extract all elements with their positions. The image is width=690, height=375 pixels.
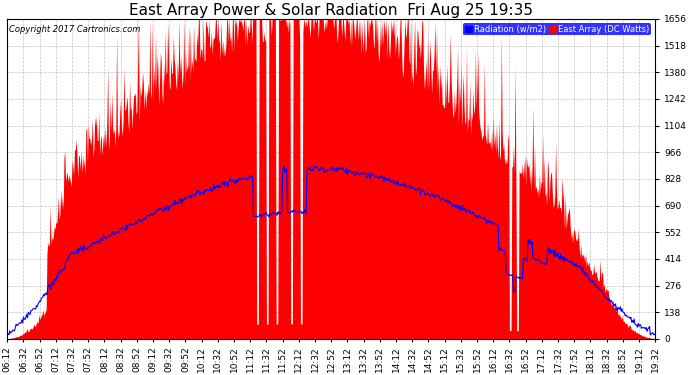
Title: East Array Power & Solar Radiation  Fri Aug 25 19:35: East Array Power & Solar Radiation Fri A… <box>129 3 533 18</box>
Legend: Radiation (w/m2), East Array (DC Watts): Radiation (w/m2), East Array (DC Watts) <box>464 23 651 36</box>
Text: Copyright 2017 Cartronics.com: Copyright 2017 Cartronics.com <box>8 26 140 34</box>
